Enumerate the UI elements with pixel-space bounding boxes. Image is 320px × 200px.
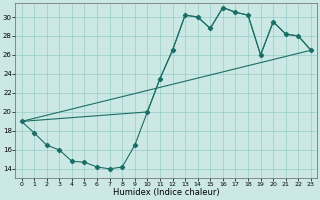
X-axis label: Humidex (Indice chaleur): Humidex (Indice chaleur) [113,188,220,197]
